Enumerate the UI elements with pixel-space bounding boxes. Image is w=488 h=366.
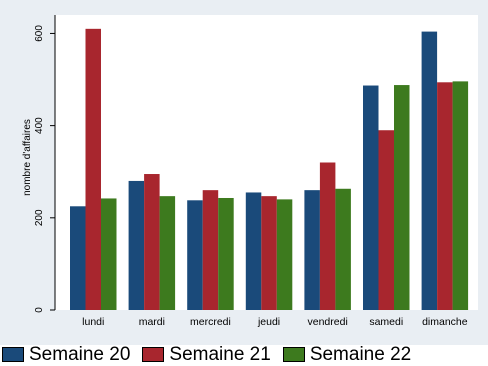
bar [437,82,453,310]
x-tick-label: samedi [369,316,403,328]
y-tick-label: 400 [34,117,45,134]
bar [421,31,438,310]
legend: Semaine 20 Semaine 21 Semaine 22 [0,344,488,365]
bar [452,81,469,310]
y-tick-label: 200 [34,209,45,226]
bar [378,130,394,310]
y-tick-label: 0 [34,307,45,313]
bar [394,85,410,310]
bar [276,199,293,310]
bar [304,190,320,310]
bar [218,197,234,310]
x-tick-label: mardi [139,316,165,328]
legend-label-semaine-21: Semaine 21 [169,343,271,365]
bar [144,174,160,310]
y-tick-label: 600 [34,25,45,42]
bar [128,180,145,310]
legend-item-semaine-22: Semaine 22 [282,343,412,366]
bar [70,206,86,310]
legend-swatch-semaine-20 [2,347,24,362]
legend-swatch-semaine-21 [142,347,165,362]
bar [319,162,336,310]
y-axis-label: nombre d'affaires [22,119,33,196]
x-tick-label: lundi [82,316,104,328]
bar [159,196,176,310]
legend-label-semaine-22: Semaine 22 [309,343,412,365]
legend-label-semaine-20: Semaine 20 [29,343,131,365]
x-tick-label: vendredi [308,316,348,328]
x-tick-label: jeudi [257,316,280,328]
legend-item-semaine-21: Semaine 21 [142,343,271,366]
bar [261,196,277,310]
bar [335,188,351,310]
bar [85,28,101,310]
bar-chart-svg: 0 200 400 600 nombre d'affaires lundi mardi mer… [0,0,488,345]
legend-swatch-semaine-22 [282,347,305,362]
bar [187,200,203,310]
chart: 0 200 400 600 nombre d'affaires lundi mardi mer… [0,0,488,345]
bar [101,198,117,310]
bar [245,192,262,310]
x-tick-label: dimanche [422,316,468,328]
legend-item-semaine-20: Semaine 20 [2,344,130,366]
x-tick-label: mercredi [190,316,231,328]
bar [363,85,379,310]
bar [202,190,219,310]
